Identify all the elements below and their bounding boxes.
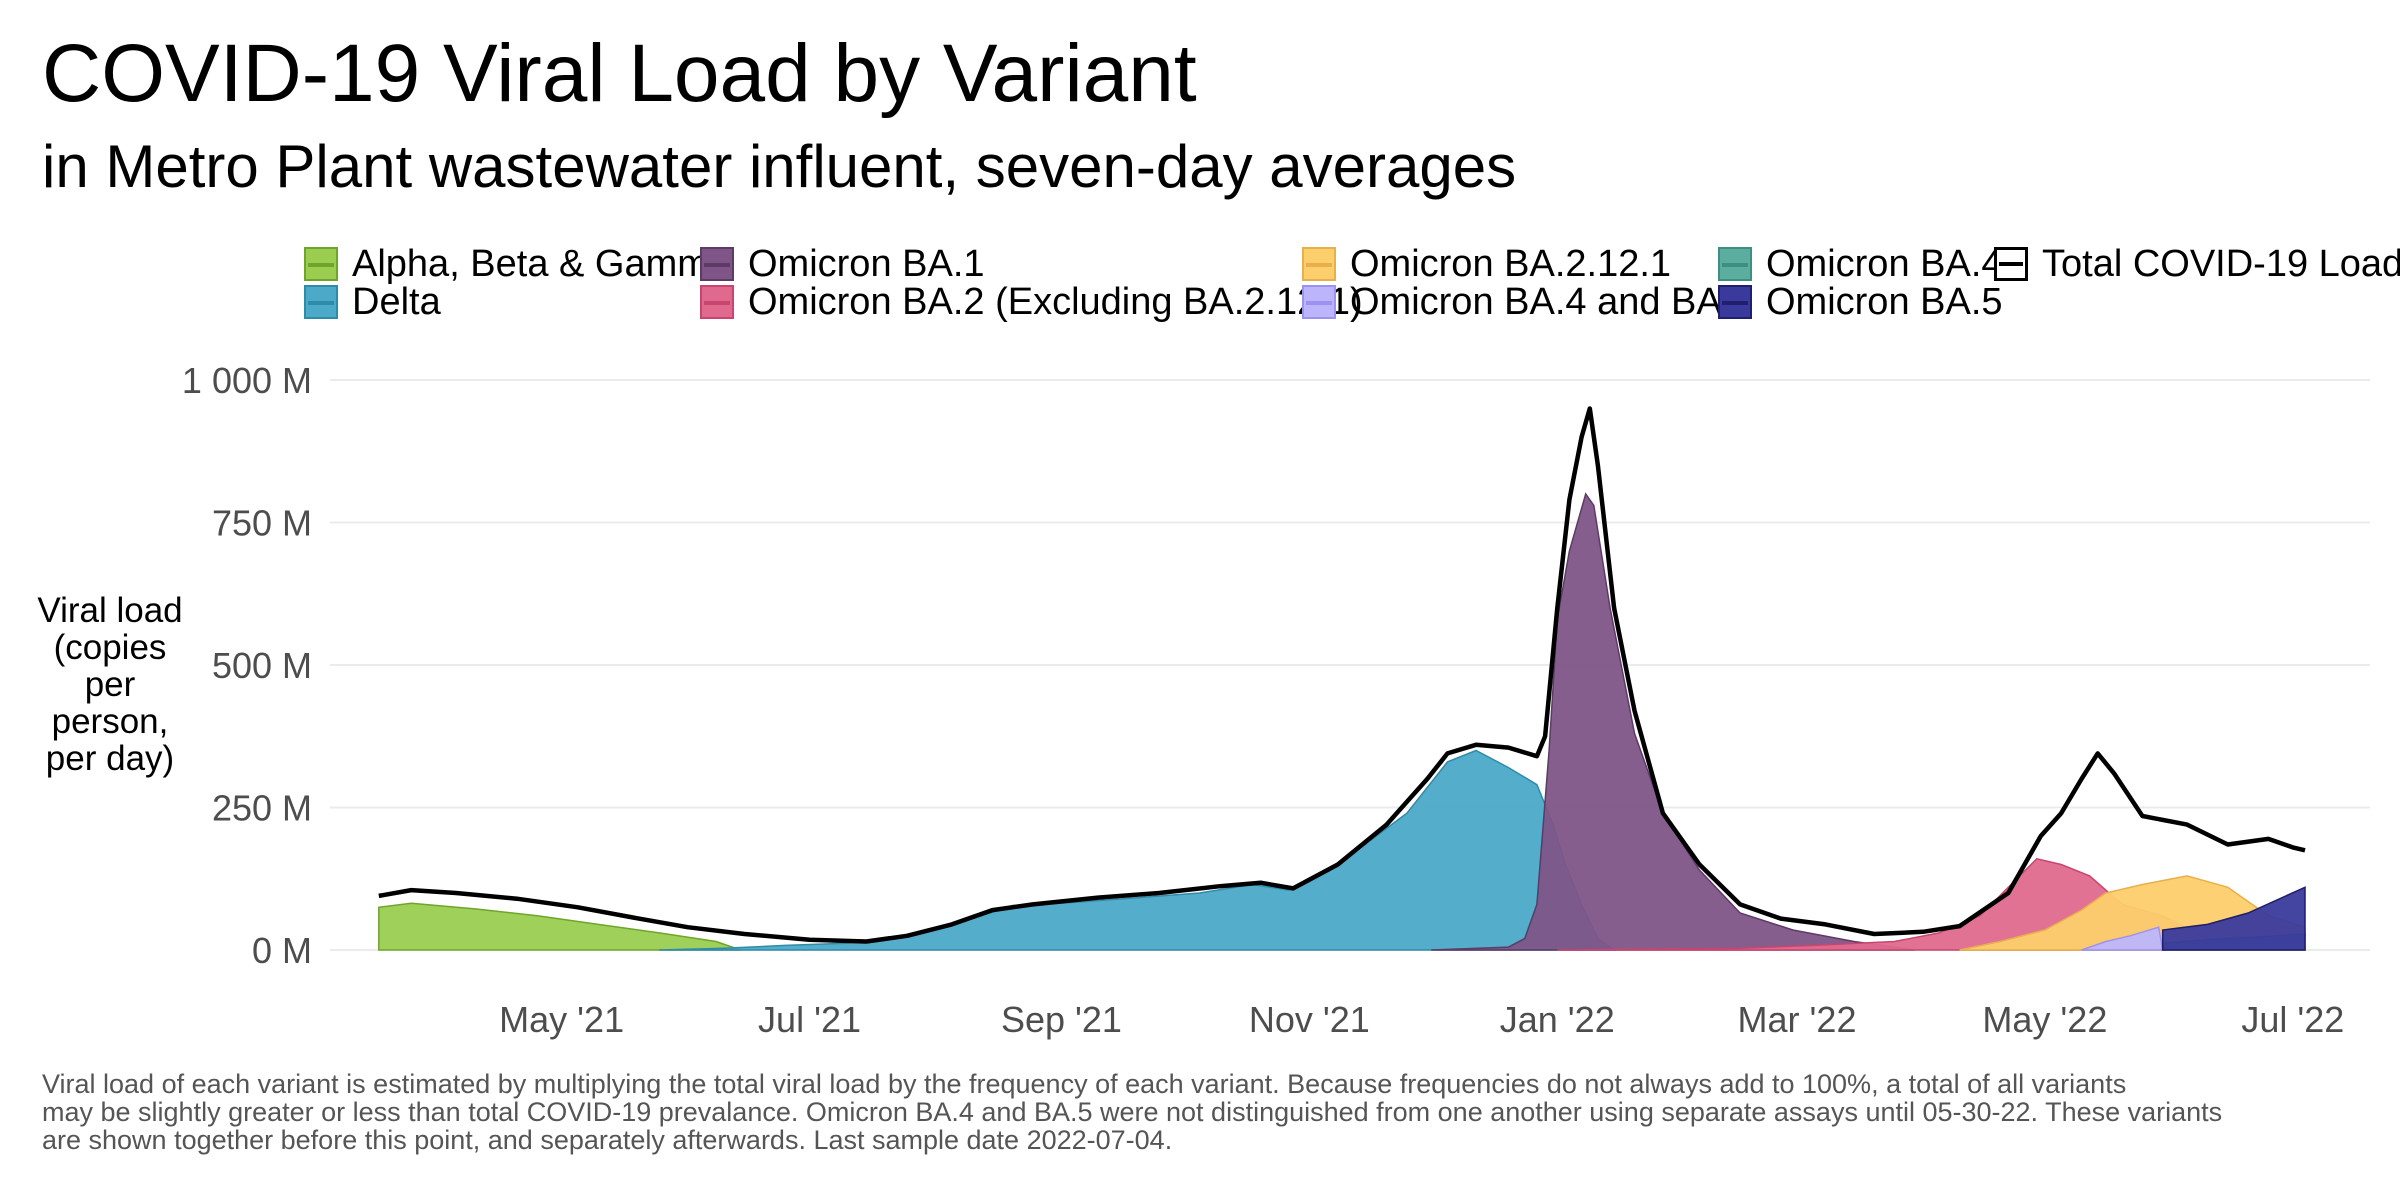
legend-item-omicron-ba2: Omicron BA.2 (Excluding BA.2.12.1) [700, 282, 1363, 322]
legend-label: Omicron BA.4 and BA.5 [1350, 281, 1754, 323]
x-tick-label: Jul '21 [758, 999, 861, 1040]
legend-label: Total COVID-19 Load [2042, 243, 2400, 285]
series-area-omicron-ba1 [1431, 492, 1916, 951]
legend-item-omicron-ba4-ba5: Omicron BA.4 and BA.5 [1302, 282, 1753, 322]
series-area-omicron-ba4-ba5 [2081, 926, 2164, 951]
legend-label: Omicron BA.1 [748, 243, 985, 285]
y-tick-label: 250 M [212, 788, 312, 829]
legend-swatch-icon [700, 247, 734, 281]
series-area-omicron-ba5 [2161, 886, 2306, 951]
legend-label: Delta [352, 281, 441, 323]
legend-item-delta: Delta [304, 282, 441, 322]
footnote-line: are shown together before this point, an… [42, 1125, 1173, 1155]
legend-swatch-icon [1302, 247, 1336, 281]
legend-line-icon [1994, 247, 2028, 281]
legend-item-omicron-ba1: Omicron BA.1 [700, 244, 985, 284]
legend-swatch-icon [1302, 285, 1336, 319]
legend-swatch-icon [304, 285, 338, 319]
y-tick-label: 1 000 M [182, 360, 312, 401]
x-tick-label: Mar '22 [1738, 999, 1857, 1040]
x-tick-label: Jul '22 [2241, 999, 2344, 1040]
legend: Alpha, Beta & Gamma Omicron BA.1 Omicron… [0, 244, 2400, 334]
series-total-line [378, 406, 2306, 944]
footnote-line: Viral load of each variant is estimated … [42, 1069, 2127, 1099]
legend-label: Omicron BA.2.12.1 [1350, 243, 1672, 285]
legend-swatch-icon [1718, 247, 1752, 281]
y-tick-label: 500 M [212, 645, 312, 686]
legend-label: Alpha, Beta & Gamma [352, 243, 731, 285]
footnote: Viral load of each variant is estimated … [42, 1070, 2342, 1154]
legend-swatch-icon [304, 247, 338, 281]
chart-subtitle: in Metro Plant wastewater influent, seve… [42, 133, 1517, 200]
x-tick-label: May '22 [1982, 999, 2107, 1040]
legend-item-omicron-ba2121: Omicron BA.2.12.1 [1302, 244, 1671, 284]
legend-item-total: Total COVID-19 Load [1994, 244, 2400, 284]
legend-item-omicron-ba4: Omicron BA.4 [1718, 244, 2003, 284]
y-tick-label: 750 M [212, 503, 312, 544]
chart-title: COVID-19 Viral Load by Variant [42, 28, 1197, 119]
legend-label: Omicron BA.4 [1766, 243, 2003, 285]
x-tick-label: Nov '21 [1249, 999, 1370, 1040]
y-axis-label: Viral load (copies per person, per day) [37, 591, 182, 778]
series-area-delta [659, 749, 1617, 951]
legend-item-alpha-beta-gamma: Alpha, Beta & Gamma [304, 244, 730, 284]
legend-label: Omicron BA.5 [1766, 281, 2003, 323]
y-tick-label: 0 M [252, 930, 312, 971]
x-tick-label: Sep '21 [1001, 999, 1122, 1040]
series-area-alpha-beta-gamma [378, 902, 741, 951]
legend-swatch-icon [1718, 285, 1752, 319]
footnote-line: may be slightly greater or less than tot… [42, 1097, 2223, 1127]
x-tick-label: May '21 [499, 999, 624, 1040]
x-tick-label: Jan '22 [1500, 999, 1615, 1040]
legend-swatch-icon [700, 285, 734, 319]
legend-item-omicron-ba5: Omicron BA.5 [1718, 282, 2003, 322]
legend-label: Omicron BA.2 (Excluding BA.2.12.1) [748, 281, 1363, 323]
